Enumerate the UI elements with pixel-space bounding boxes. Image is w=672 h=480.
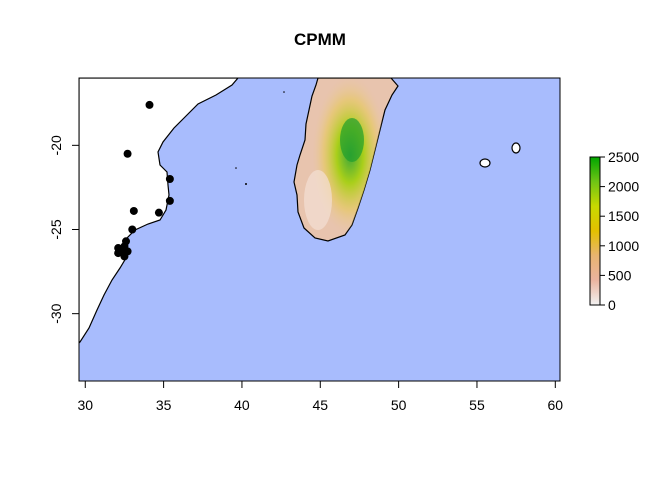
legend-tick-label: 2500 xyxy=(608,149,639,165)
x-tick-label: 50 xyxy=(391,397,407,413)
occurrence-point xyxy=(165,175,174,183)
europa-island xyxy=(245,183,247,185)
legend-tick-label: 2000 xyxy=(608,179,639,195)
y-tick-label: -30 xyxy=(48,303,64,323)
juan-de-nova xyxy=(283,91,285,93)
y-axis: -20 -25 -30 xyxy=(48,135,80,324)
occurrence-point xyxy=(154,208,163,217)
bassas-da-india xyxy=(235,167,237,169)
legend-tick-label: 0 xyxy=(608,297,616,313)
y-tick-label: -20 xyxy=(48,135,64,155)
x-tick-label: 40 xyxy=(234,397,250,413)
x-tick-label: 60 xyxy=(548,397,564,413)
occurrence-point xyxy=(129,206,138,215)
map-title: CPMM xyxy=(294,30,346,49)
x-tick-label: 30 xyxy=(77,397,93,413)
occurrence-point xyxy=(145,100,154,109)
x-axis: 30 35 40 45 50 55 60 xyxy=(77,380,564,413)
mauritius-island xyxy=(511,142,521,154)
occurrence-point xyxy=(120,252,129,261)
legend-tick-label: 1000 xyxy=(608,238,639,254)
elevation-legend: 0 500 1000 1500 2000 2500 xyxy=(589,149,639,313)
map-area xyxy=(79,78,560,381)
legend-colorbar xyxy=(589,156,601,306)
occurrence-point xyxy=(165,196,174,205)
x-tick-label: 45 xyxy=(312,397,328,413)
y-tick-label: -25 xyxy=(48,219,64,239)
western-lowlands xyxy=(304,170,332,230)
occurrence-point xyxy=(114,249,123,258)
x-tick-label: 35 xyxy=(156,397,172,413)
legend-tick-label: 1500 xyxy=(608,208,639,224)
legend-tick-label: 500 xyxy=(608,267,632,283)
x-tick-label: 55 xyxy=(469,397,485,413)
reunion-island xyxy=(479,158,491,168)
occurrence-points xyxy=(114,100,174,261)
highest-peaks xyxy=(340,118,364,162)
occurrence-point xyxy=(128,225,137,234)
occurrence-point xyxy=(123,149,132,158)
